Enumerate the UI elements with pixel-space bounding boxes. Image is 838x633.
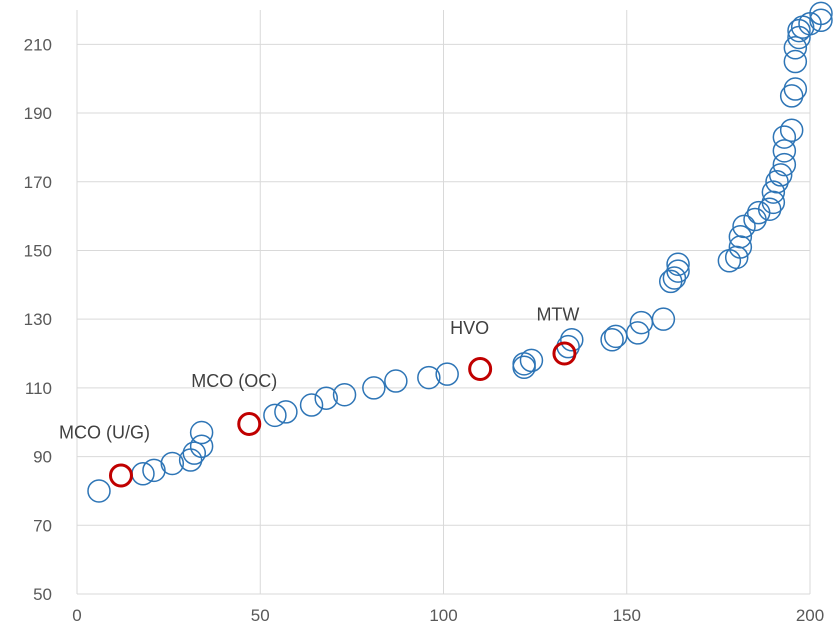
y-tick-label: 210	[24, 35, 52, 54]
data-point	[772, 125, 797, 149]
data-point	[768, 163, 793, 187]
x-tick-label: 0	[72, 606, 81, 625]
x-tick-label: 100	[429, 606, 457, 625]
data-point	[274, 400, 298, 424]
data-point	[560, 328, 584, 352]
data-point	[651, 307, 676, 331]
data-point	[761, 180, 786, 204]
data-point	[783, 36, 808, 60]
data-point	[809, 8, 833, 33]
data-point	[600, 328, 624, 352]
x-axis-tick-labels: 0 50 100 150 200	[72, 606, 824, 625]
data-point	[625, 321, 650, 345]
data-point	[142, 458, 166, 483]
y-tick-label: 150	[24, 241, 52, 260]
y-tick-label: 170	[24, 173, 52, 192]
data-point	[332, 383, 357, 407]
annotation-label: MTW	[536, 305, 579, 325]
data-point	[384, 369, 408, 393]
data-point	[728, 224, 753, 249]
data-point	[779, 118, 804, 142]
highlight-point	[108, 463, 133, 488]
data-point	[417, 365, 441, 390]
data-point	[160, 451, 185, 476]
data-points	[87, 1, 833, 503]
data-point	[666, 259, 690, 283]
y-tick-label: 90	[33, 448, 52, 467]
data-point	[783, 49, 808, 74]
y-tick-label: 190	[24, 104, 52, 123]
data-point	[182, 441, 207, 465]
vertical-gridlines	[76, 10, 811, 594]
data-point	[783, 77, 808, 101]
data-point	[189, 420, 214, 445]
annotations: MCO (U/G) MCO (OC) HVO MTW	[59, 305, 579, 443]
annotation-label: HVO	[450, 318, 489, 338]
data-point	[435, 362, 459, 386]
y-axis-tick-labels: 50 70 90 110 130 150 170 190 210	[24, 35, 52, 604]
y-tick-label: 110	[25, 379, 52, 398]
data-point	[757, 197, 782, 221]
y-tick-label: 130	[24, 310, 52, 329]
data-point	[87, 479, 111, 503]
data-point	[519, 348, 544, 373]
data-point	[299, 393, 324, 417]
highlight-point	[552, 341, 577, 366]
annotation-label: MCO (U/G)	[59, 422, 150, 442]
data-point	[765, 170, 789, 194]
x-tick-label: 150	[613, 606, 641, 625]
annotation-label: MCO (OC)	[191, 371, 277, 391]
data-point	[362, 376, 386, 400]
data-point	[189, 434, 214, 459]
data-point	[809, 1, 833, 26]
data-point	[772, 152, 797, 177]
data-point	[666, 252, 690, 276]
data-point	[779, 84, 804, 108]
data-point	[314, 386, 338, 410]
y-tick-label: 50	[33, 585, 52, 604]
horizontal-gridlines	[77, 43, 810, 595]
y-tick-label: 70	[33, 516, 52, 535]
x-tick-label: 50	[251, 606, 270, 625]
data-point	[772, 139, 797, 163]
highlight-point	[237, 411, 262, 436]
x-tick-label: 200	[796, 606, 824, 625]
data-point	[263, 403, 287, 428]
highlight-point	[468, 356, 493, 381]
data-point	[662, 266, 687, 290]
